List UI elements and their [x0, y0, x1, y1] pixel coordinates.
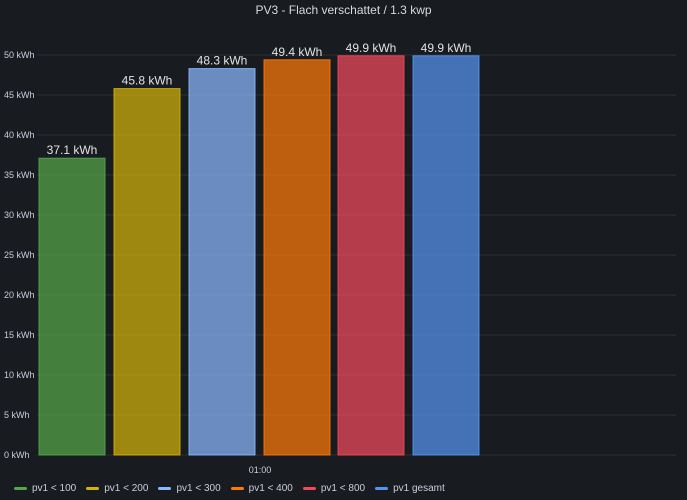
y-tick-label: 0 kWh — [4, 450, 30, 460]
bar-1[interactable] — [38, 157, 106, 456]
legend-swatch — [375, 486, 389, 490]
legend-label: pv1 < 300 — [176, 482, 221, 494]
legend-item[interactable]: pv1 < 100 — [14, 483, 76, 494]
bar-5[interactable] — [337, 55, 405, 456]
y-tick-label: 10 kWh — [4, 370, 35, 380]
legend-label: pv1 gesamt — [393, 482, 445, 494]
legend-label: pv1 < 800 — [320, 482, 366, 494]
bar-2[interactable] — [113, 88, 181, 456]
legend-item[interactable]: pv1 gesamt — [375, 483, 445, 494]
bar-value-label: 49.9 kWh — [346, 41, 397, 55]
legend-item[interactable]: pv1 < 300 — [158, 482, 221, 494]
bar-value-label: 49.9 kWh — [421, 41, 472, 55]
y-tick-label: 30 kWh — [4, 210, 35, 220]
legend-label: pv1 < 200 — [104, 482, 149, 494]
y-tick-label: 50 kWh — [4, 50, 35, 60]
legend-item[interactable]: pv1 < 400 — [230, 482, 293, 494]
bar-value-label: 45.8 kWh — [122, 74, 173, 88]
y-tick-label: 35 kWh — [4, 170, 35, 180]
legend-swatch — [158, 486, 172, 490]
legend-swatch — [86, 486, 100, 490]
y-tick-label: 20 kWh — [4, 290, 35, 300]
y-tick-label: 5 kWh — [4, 410, 30, 420]
bar-6[interactable] — [412, 55, 480, 456]
y-tick-label: 25 kWh — [4, 250, 35, 260]
legend-swatch — [302, 486, 316, 490]
legend-item[interactable]: pv1 < 200 — [86, 483, 148, 494]
bar-chart: 0 kWh 5 kWh 10 kWh 15 kWh 20 kWh 25 kWh 30 kWh… — [4, 41, 676, 475]
y-tick-label: 45 kWh — [4, 90, 35, 100]
legend-label: pv1 < 400 — [248, 482, 293, 494]
bar-4[interactable] — [263, 59, 331, 456]
y-tick-label: 15 kWh — [4, 330, 35, 340]
bar-value-label: 37.1 kWh — [47, 143, 98, 157]
bar-3[interactable] — [188, 68, 256, 456]
legend-swatch — [230, 486, 244, 490]
bar-value-label: 49.4 kWh — [272, 45, 323, 59]
chart-title: PV3 - Flach verschattet / 1.3 kwp — [255, 3, 432, 17]
bar-value-label: 48.3 kWh — [197, 54, 248, 68]
x-tick-label: 01:00 — [249, 465, 272, 475]
legend-label: pv1 < 100 — [32, 482, 77, 494]
legend-swatch — [14, 486, 27, 490]
legend-item[interactable]: pv1 < 800 — [302, 482, 366, 494]
y-tick-label: 40 kWh — [4, 130, 35, 140]
legend: pv1 < 100 pv1 < 200 pv1 < 300 pv1 < 400 pv1 … — [14, 481, 455, 495]
